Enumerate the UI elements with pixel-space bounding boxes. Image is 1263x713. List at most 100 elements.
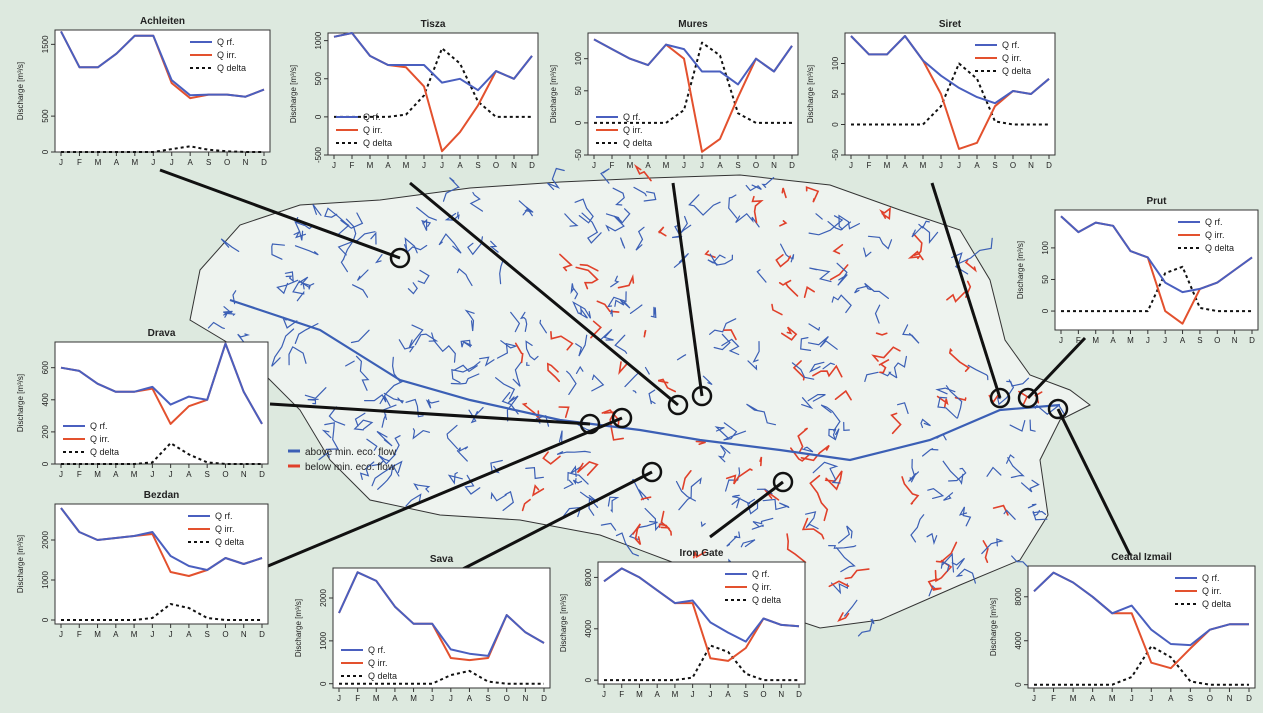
river-segment: [926, 532, 938, 546]
x-tick-label: N: [241, 630, 247, 639]
river-segment: [780, 243, 795, 263]
legend-label: Q rf.: [752, 569, 770, 579]
x-tick-label: M: [884, 161, 891, 170]
chart-ceatal-izmail: Ceatal Izmail J F M A M J J A S O N D 0 4000 8000 Discha…: [989, 552, 1256, 703]
river-segment: [563, 479, 574, 489]
x-tick-label: F: [355, 694, 360, 703]
river-segment: [981, 538, 1004, 555]
x-tick-label: J: [1130, 694, 1134, 703]
river-segment: [271, 328, 295, 367]
series-q-delta-line: [1034, 645, 1249, 686]
connector-line: [454, 470, 653, 575]
river-segment: [827, 221, 851, 231]
x-tick-label: J: [59, 158, 63, 167]
x-tick-label: M: [403, 161, 410, 170]
series-q-rf-line: [603, 567, 800, 643]
river-segment: [820, 404, 841, 432]
river-segment: [863, 247, 872, 258]
river-segment: [803, 286, 815, 298]
river-segment: [890, 412, 902, 435]
x-tick-label: J: [592, 161, 596, 170]
river-segment: [619, 237, 626, 249]
x-tick-label: D: [796, 690, 802, 699]
river-segment: [781, 187, 787, 199]
river-segment: [566, 370, 577, 395]
river-segment: [1003, 509, 1016, 520]
x-tick-label: O: [1207, 694, 1213, 703]
river-segment: [446, 424, 458, 450]
x-tick-label: S: [1188, 694, 1193, 703]
x-tick-label: O: [753, 161, 759, 170]
y-tick-label: 0: [574, 120, 583, 125]
x-tick-label: O: [224, 158, 230, 167]
y-tick-label: 600: [41, 360, 50, 374]
river-segment: [629, 304, 643, 314]
y-tick-label: 2000: [41, 531, 50, 549]
series-q-rf-line: [1033, 571, 1249, 647]
river-segment: [607, 291, 627, 308]
river-segment: [912, 232, 923, 257]
river-segment: [304, 387, 327, 399]
river-segment: [345, 360, 355, 367]
river-segment: [800, 337, 812, 351]
station-marker: [667, 394, 689, 416]
x-tick-label: J: [169, 630, 173, 639]
river-segment: [546, 362, 560, 383]
river-segment: [547, 167, 565, 191]
river-segment: [350, 329, 370, 344]
x-tick-label: J: [449, 694, 453, 703]
series-q-rf-line: [333, 32, 533, 92]
river-segment: [614, 334, 628, 354]
river-segment: [605, 215, 625, 232]
chart-title: Bezdan: [144, 490, 180, 501]
x-tick-label: A: [655, 690, 661, 699]
connector-line: [267, 416, 623, 568]
x-tick-label: J: [440, 161, 444, 170]
river-segment: [797, 427, 809, 453]
x-tick-label: M: [672, 690, 679, 699]
river-segment: [927, 488, 945, 499]
river-segment: [759, 456, 763, 467]
chart-title: Tisza: [421, 19, 446, 30]
river-segment: [775, 254, 791, 268]
legend-label: Q rf.: [623, 112, 641, 122]
river-segment: [832, 428, 837, 439]
y-tick-label: 100: [574, 51, 583, 65]
river-segment: [836, 262, 848, 286]
chart-mures: Mures J F M A M J J A S O N D -50 0 50 100 Discharge [m³/…: [549, 19, 799, 170]
river-segment: [560, 506, 582, 520]
river-segment: [1007, 457, 1025, 479]
chart-title: Prut: [1147, 196, 1168, 207]
river-segment: [633, 186, 647, 197]
river-segment: [958, 506, 972, 527]
x-tick-label: N: [1232, 336, 1238, 345]
river-segment: [292, 280, 310, 302]
map-legend: above min. eco. flow below min. eco. flo…: [288, 447, 397, 473]
legend-label: Q rf.: [368, 645, 386, 655]
x-tick-label: D: [1046, 161, 1052, 170]
plot-frame: [844, 32, 1056, 156]
x-tick-label: O: [1010, 161, 1016, 170]
x-tick-label: O: [760, 690, 766, 699]
series-q-delta-line: [61, 442, 262, 465]
river-segment: [657, 378, 676, 393]
river-segment: [340, 258, 348, 273]
river-segment: [808, 323, 820, 331]
river-segment: [761, 177, 775, 188]
river-segment: [751, 524, 764, 530]
river-segment: [600, 329, 614, 341]
y-tick-label: -50: [574, 149, 583, 161]
x-tick-label: F: [77, 158, 82, 167]
station-marker: [1017, 387, 1039, 409]
river-segment: [935, 541, 958, 563]
y-axis-label: Discharge [m³/s]: [16, 62, 25, 120]
x-tick-label: J: [939, 161, 943, 170]
river-segment: [740, 539, 756, 548]
river-segment: [695, 440, 706, 446]
river-segment: [572, 300, 592, 319]
river-segment: [828, 545, 857, 549]
legend-label: Q rf.: [1002, 40, 1020, 50]
river-segment: [911, 225, 939, 244]
river-segment: [871, 346, 901, 362]
river-segment: [393, 435, 401, 455]
